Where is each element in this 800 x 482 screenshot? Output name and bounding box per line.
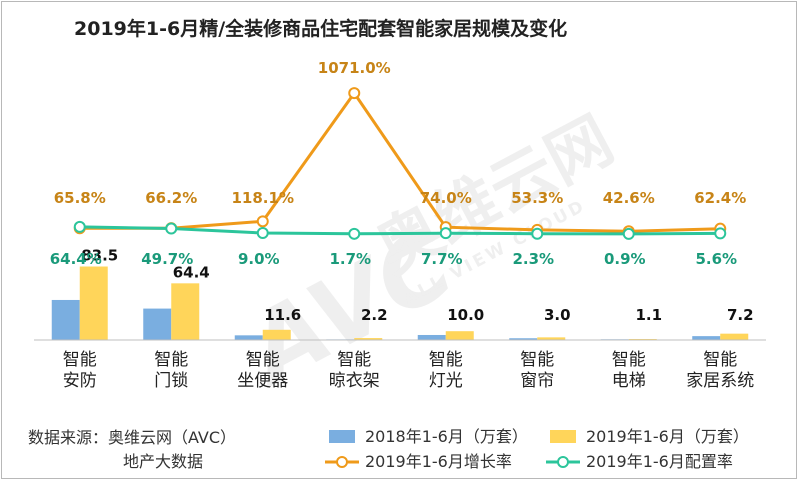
- chart-title: 2019年1-6月精/全装修商品住宅配套智能家居规模及变化: [74, 17, 567, 40]
- x-tick-label-line: 智能: [429, 350, 463, 370]
- bar-2018-1: [143, 308, 172, 340]
- rate-label-5: 2.3%: [512, 250, 554, 268]
- x-tick-label-line: 坐便器: [237, 371, 288, 391]
- legend-swatch-1: [550, 430, 576, 443]
- legend-swatch-0: [329, 430, 355, 443]
- rate-label-6: 0.9%: [604, 250, 646, 268]
- growth-label-4: 74.0%: [420, 189, 472, 207]
- x-tick-label-2: 智能坐便器: [237, 350, 288, 391]
- x-tick-label-line: 智能: [520, 350, 554, 370]
- growth-point-3: [348, 87, 361, 100]
- bar-value-label-5: 3.0: [544, 306, 571, 324]
- labels-layer: 83.5 64.4 11.6 2.2 10.0 3.0 1.1 7.2 65.8% 66.2% 11…: [50, 59, 754, 324]
- bar-2018-5: [509, 338, 538, 340]
- x-tick-label-line: 智能: [337, 350, 371, 370]
- x-tick-label-1: 智能门锁: [154, 350, 188, 391]
- growth-point-2: [256, 215, 269, 228]
- x-tick-label-0: 智能安防: [63, 350, 97, 391]
- bar-value-label-3: 2.2: [361, 306, 388, 324]
- bar-2018-0: [51, 299, 80, 340]
- growth-label-1: 66.2%: [145, 189, 197, 207]
- bar-2018-4: [417, 334, 446, 340]
- legend-marker-2: [336, 456, 348, 468]
- bar-2018-7: [692, 336, 721, 340]
- bar-value-label-7: 7.2: [727, 306, 754, 324]
- bar-2019-3: [354, 338, 383, 340]
- x-tick-label-line: 安防: [63, 371, 97, 391]
- bar-value-label-2: 11.6: [264, 306, 301, 324]
- bar-2019-0: [79, 266, 108, 340]
- x-tick-label-line: 智能: [612, 350, 646, 370]
- rate-point-5: [531, 227, 544, 240]
- legend-label-2: 2019年1-6月增长率: [365, 452, 512, 471]
- bar-2018-2: [234, 335, 263, 340]
- growth-label-0: 65.8%: [54, 189, 106, 207]
- bar-2019-1: [171, 283, 200, 340]
- x-tick-label-line: 智能: [246, 350, 280, 370]
- x-tick-label-5: 智能窗帘: [520, 350, 554, 391]
- bars-layer: [51, 266, 749, 340]
- legend: 2018年1-6月（万套） 2019年1-6月（万套） 2019年1-6月增长率 20…: [325, 427, 749, 471]
- rate-label-3: 1.7%: [329, 250, 371, 268]
- bar-value-label-6: 1.1: [635, 306, 662, 324]
- legend-label-1: 2019年1-6月（万套）: [586, 427, 749, 446]
- bar-2019-5: [537, 337, 566, 340]
- x-tick-label-line: 晾衣架: [329, 371, 380, 391]
- x-tick-label-4: 智能灯光: [429, 350, 463, 391]
- bar-value-label-1: 64.4: [173, 263, 210, 281]
- lines-layer: [73, 87, 727, 240]
- bar-2019-4: [445, 331, 474, 340]
- growth-label-2: 118.1%: [232, 189, 294, 207]
- growth-label-3: 1071.0%: [318, 59, 391, 77]
- x-tick-label-line: 电梯: [612, 371, 646, 391]
- x-tick-label-7: 智能家居系统: [686, 350, 754, 391]
- rate-label-2: 9.0%: [238, 250, 280, 268]
- legend-marker-3: [557, 456, 569, 468]
- growth-label-6: 42.6%: [603, 189, 655, 207]
- x-tick-label-6: 智能电梯: [612, 350, 646, 391]
- rate-point-7: [714, 227, 727, 240]
- bar-value-label-4: 10.0: [447, 306, 484, 324]
- x-tick-label-line: 家居系统: [686, 371, 754, 391]
- rate-point-1: [165, 222, 178, 235]
- x-tick-label-line: 灯光: [429, 371, 463, 391]
- rate-label-7: 5.6%: [695, 250, 737, 268]
- rate-point-2: [256, 227, 269, 240]
- rate-point-0: [73, 220, 86, 233]
- legend-label-0: 2018年1-6月（万套）: [365, 427, 528, 446]
- x-tick-label-line: 门锁: [154, 371, 188, 391]
- rate-point-6: [622, 227, 635, 240]
- x-tick-label-line: 智能: [703, 350, 737, 370]
- rate-label-4: 7.7%: [421, 250, 463, 268]
- rate-label-0: 64.4%: [50, 250, 102, 268]
- x-tick-label-line: 智能: [63, 350, 97, 370]
- rate-point-3: [348, 227, 361, 240]
- rate-point-4: [439, 227, 452, 240]
- bar-value-label-0: 83.5: [81, 247, 118, 265]
- growth-line: [79, 90, 721, 233]
- x-tick-label-line: 窗帘: [520, 371, 554, 391]
- source-line-2: 地产大数据: [123, 452, 203, 471]
- rate-label-1: 49.7%: [141, 250, 193, 268]
- growth-label-5: 53.3%: [511, 189, 563, 207]
- x-tick-label-line: 智能: [154, 350, 188, 370]
- x-tick-label-3: 智能晾衣架: [329, 350, 380, 391]
- growth-label-7: 62.4%: [694, 189, 746, 207]
- legend-label-3: 2019年1-6月配置率: [586, 452, 733, 471]
- bar-2019-7: [720, 333, 749, 340]
- bar-2019-2: [262, 329, 291, 340]
- source-line-1: 数据来源：奥维云网（AVC）: [28, 428, 236, 447]
- rate-line: [79, 225, 721, 236]
